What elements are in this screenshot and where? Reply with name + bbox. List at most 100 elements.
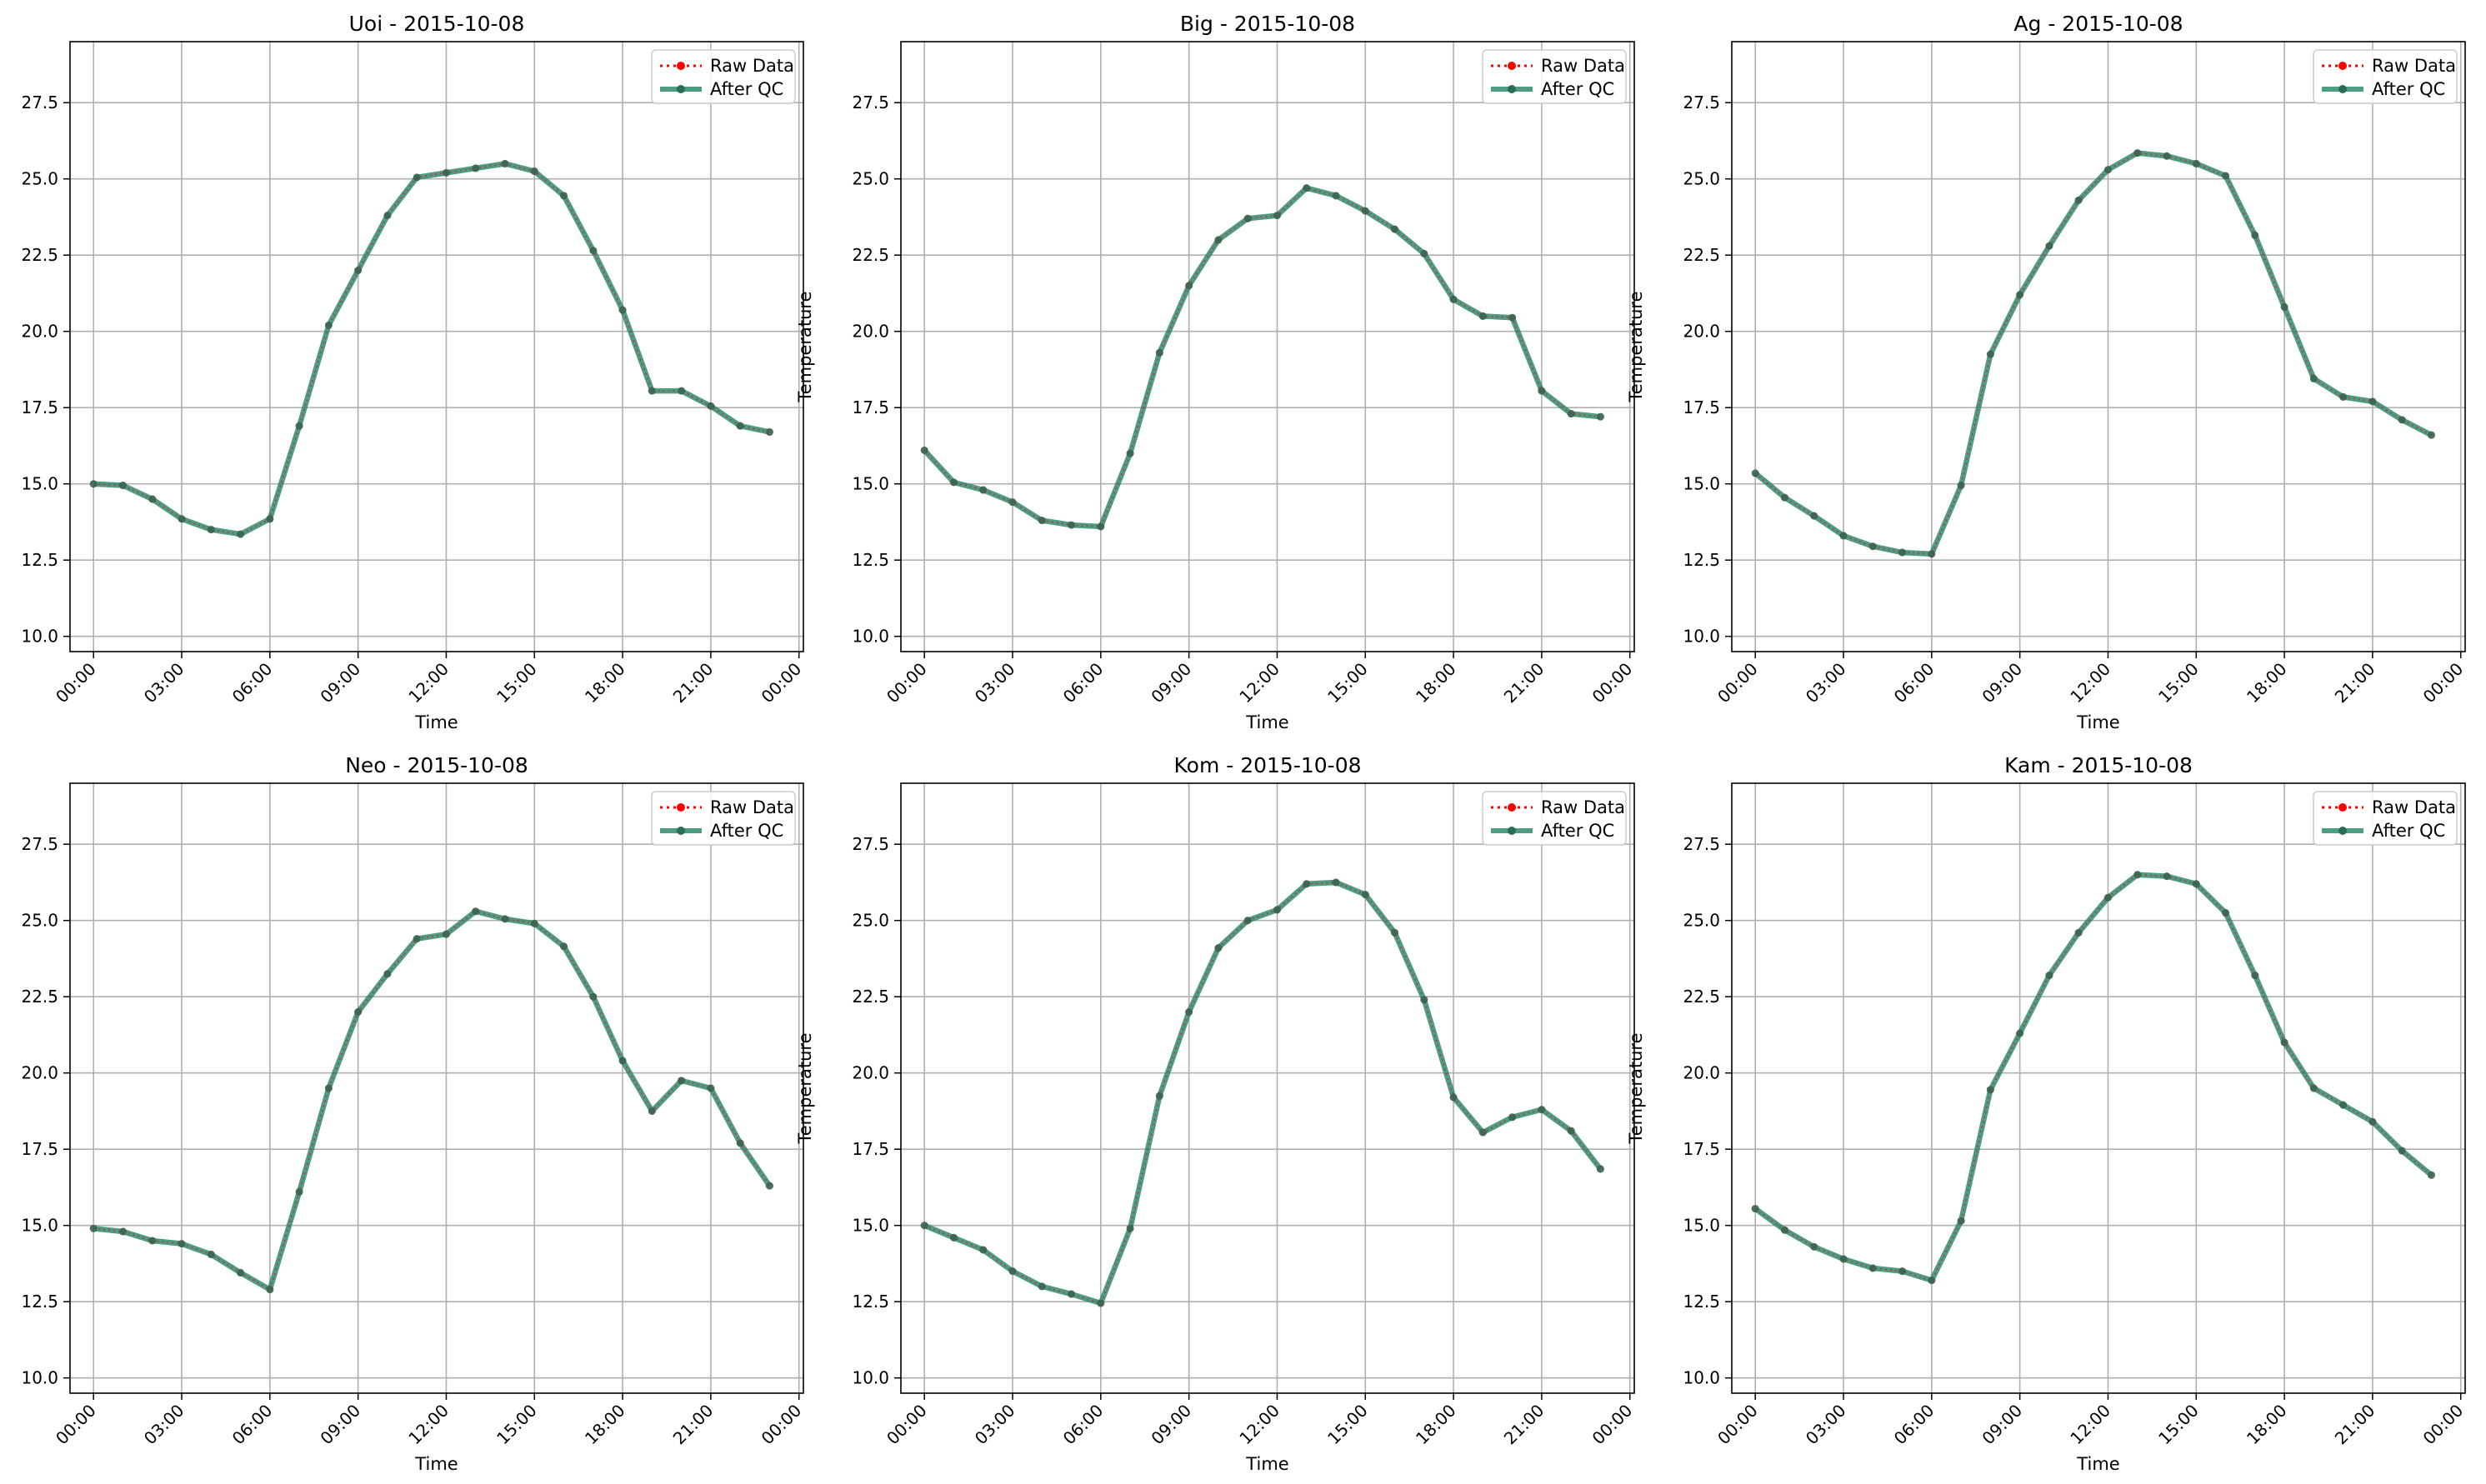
legend-raw-marker: [1508, 803, 1516, 812]
legend-qc-marker: [1508, 85, 1516, 93]
data-point-after-qc: [1957, 482, 1965, 490]
tick-label-x: 15:00: [493, 659, 541, 707]
data-point-after-qc: [1449, 295, 1458, 303]
data-point-after-qc: [118, 482, 127, 490]
data-point-after-qc: [1303, 184, 1311, 192]
tick-label-y: 22.5: [21, 987, 58, 1007]
tick-label-y: 10.0: [1683, 627, 1720, 647]
data-point-after-qc: [589, 247, 598, 255]
tick-label-x: 00:00: [52, 659, 100, 707]
legend-raw-marker: [677, 62, 685, 70]
tick-label-y: 20.0: [21, 322, 58, 342]
data-point-after-qc: [442, 930, 450, 938]
data-point-after-qc: [118, 1227, 127, 1236]
tick-label-x: 12:00: [404, 659, 453, 707]
axes-frame: [900, 782, 1635, 1394]
data-point-after-qc: [2427, 431, 2435, 439]
tick-label-y: 20.0: [852, 1063, 889, 1083]
data-point-after-qc: [2398, 1147, 2406, 1155]
tick-label-x: 09:00: [1147, 659, 1195, 707]
data-point-after-qc: [2103, 893, 2112, 902]
data-point-after-qc: [2368, 397, 2377, 406]
data-point-after-qc: [2339, 1101, 2348, 1109]
axes-frame: [69, 41, 804, 652]
data-point-after-qc: [2074, 928, 2083, 937]
tick-label-x: 21:00: [1500, 659, 1548, 707]
data-point-after-qc: [1868, 542, 1877, 551]
tick-label-x: 03:00: [140, 1401, 188, 1449]
data-point-after-qc: [2016, 291, 2024, 299]
legend-label-after-qc: After QC: [2372, 821, 2445, 841]
tick-label-y: 27.5: [1683, 92, 1720, 112]
tick-label-x: 03:00: [1802, 659, 1850, 707]
data-point-after-qc: [1361, 891, 1369, 899]
legend-qc-marker: [1508, 827, 1516, 835]
tick-label-y: 25.0: [21, 911, 58, 931]
data-point-after-qc: [501, 159, 509, 167]
data-point-after-qc: [1185, 1008, 1193, 1016]
axes-frame: [69, 782, 804, 1394]
data-point-after-qc: [2309, 374, 2318, 382]
tick-label-x: 21:00: [2331, 1401, 2379, 1449]
data-point-after-qc: [2045, 972, 2053, 980]
tick-label-x: 18:00: [581, 659, 629, 707]
data-point-after-qc: [979, 1246, 988, 1254]
tick-label-y: 25.0: [21, 169, 58, 189]
data-point-after-qc: [148, 1237, 157, 1245]
data-point-after-qc: [1478, 1128, 1487, 1137]
data-point-after-qc: [2280, 302, 2288, 311]
data-point-after-qc: [648, 1107, 656, 1115]
data-point-after-qc: [1332, 192, 1340, 200]
legend-label-raw: Raw Data: [2372, 56, 2456, 76]
data-point-after-qc: [178, 1240, 186, 1248]
tick-label-y: 10.0: [21, 1368, 58, 1388]
data-point-after-qc: [1243, 214, 1252, 222]
series-line-after-qc: [923, 879, 1603, 1307]
data-point-after-qc: [1097, 1299, 1105, 1307]
data-point-after-qc: [1596, 412, 1604, 421]
tick-label-x: 15:00: [2154, 1401, 2203, 1449]
subplot-title: Uoi - 2015-10-08: [349, 12, 525, 36]
tick-label-y: 22.5: [1683, 245, 1720, 265]
tick-label-x: 00:00: [883, 659, 931, 707]
tick-label-x: 12:00: [404, 1401, 453, 1449]
data-point-after-qc: [1508, 1113, 1517, 1122]
data-point-after-qc: [1751, 1205, 1759, 1213]
tick-label-x: 00:00: [1588, 1401, 1637, 1449]
y-axis-label: Temperature: [795, 1032, 815, 1144]
data-point-after-qc: [1449, 1093, 1458, 1102]
data-point-after-qc: [949, 478, 958, 487]
tick-label-x: 03:00: [1802, 1401, 1850, 1449]
data-point-after-qc: [413, 935, 421, 943]
legend-label-raw: Raw Data: [1541, 797, 1625, 817]
tick-label-x: 12:00: [1235, 659, 1283, 707]
data-point-after-qc: [1928, 550, 1936, 558]
data-point-after-qc: [266, 1286, 274, 1294]
data-point-after-qc: [178, 515, 186, 523]
tick-label-y: 17.5: [852, 397, 889, 417]
data-point-after-qc: [1567, 1127, 1575, 1135]
tick-label-y: 20.0: [852, 322, 889, 342]
data-point-after-qc: [1478, 312, 1487, 320]
tick-label-x: 09:00: [1147, 1401, 1195, 1449]
data-point-after-qc: [678, 387, 686, 395]
data-point-after-qc: [2280, 1038, 2288, 1047]
data-point-after-qc: [324, 1084, 333, 1092]
tick-label-x: 09:00: [316, 1401, 364, 1449]
tick-label-x: 00:00: [52, 1401, 100, 1449]
legend-label-after-qc: After QC: [710, 821, 783, 841]
tick-label-x: 12:00: [2066, 659, 2114, 707]
data-point-after-qc: [560, 192, 568, 200]
tick-label-x: 00:00: [758, 659, 806, 707]
series-line-after-qc: [1753, 872, 2433, 1283]
tick-label-x: 00:00: [1713, 1401, 1762, 1449]
tick-label-y: 17.5: [1683, 1139, 1720, 1159]
tick-label-x: 18:00: [2243, 659, 2291, 707]
subplot-title: Ag - 2015-10-08: [2013, 12, 2183, 36]
tick-label-x: 18:00: [1412, 659, 1460, 707]
tick-label-y: 17.5: [1683, 397, 1720, 417]
x-axis-label: Time: [414, 712, 458, 732]
data-point-after-qc: [765, 427, 773, 436]
data-point-after-qc: [295, 422, 303, 430]
data-point-after-qc: [1567, 410, 1575, 418]
